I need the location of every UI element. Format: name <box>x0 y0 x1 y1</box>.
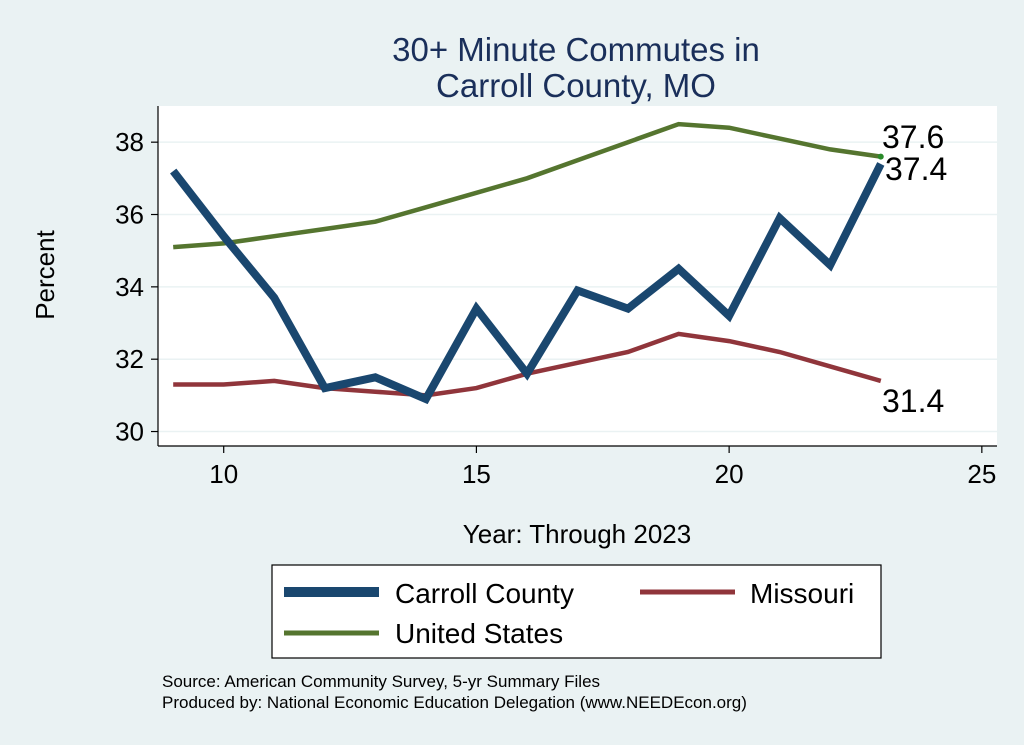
series-line-united-states <box>173 121 882 250</box>
legend-label-missouri: Missouri <box>750 578 854 609</box>
producer-note: Produced by: National Economic Education… <box>162 693 747 712</box>
legend-label-carroll-county: Carroll County <box>395 578 574 609</box>
end-label-missouri: 31.4 <box>882 383 944 419</box>
y-tick-label: 38 <box>115 127 144 157</box>
y-tick-label: 34 <box>115 272 144 302</box>
legend-box <box>271 564 882 659</box>
source-note: Source: American Community Survey, 5-yr … <box>162 672 600 691</box>
end-marker-united-states <box>877 153 884 160</box>
y-ticks: 30 32 34 36 38 <box>115 127 158 447</box>
chart-title-line-1: 30+ Minute Commutes in <box>392 31 760 68</box>
x-tick-label: 15 <box>462 459 491 489</box>
y-tick-label: 30 <box>115 417 144 447</box>
chart-title-line-2: Carroll County, MO <box>436 67 716 104</box>
series-line-carroll-county <box>170 162 885 405</box>
x-tick-label: 20 <box>715 459 744 489</box>
x-axis-title: Year: Through 2023 <box>463 519 691 549</box>
x-tick-label: 10 <box>209 459 238 489</box>
legend-label-united-states: United States <box>395 618 563 649</box>
end-label-carroll-county: 37.4 <box>885 151 947 187</box>
x-tick-label: 25 <box>967 459 996 489</box>
legend: Carroll County Missouri United States <box>271 564 882 659</box>
x-ticks: 10 15 20 25 <box>209 446 996 489</box>
y-tick-label: 36 <box>115 200 144 230</box>
y-axis-title: Percent <box>30 229 60 319</box>
end-label-united-states: 37.6 <box>882 119 944 155</box>
series-lines <box>170 121 885 405</box>
y-tick-label: 32 <box>115 344 144 374</box>
